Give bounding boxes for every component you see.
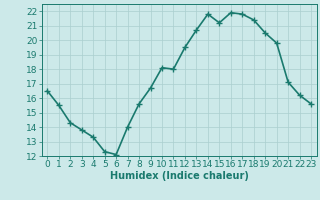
X-axis label: Humidex (Indice chaleur): Humidex (Indice chaleur) [110, 171, 249, 181]
